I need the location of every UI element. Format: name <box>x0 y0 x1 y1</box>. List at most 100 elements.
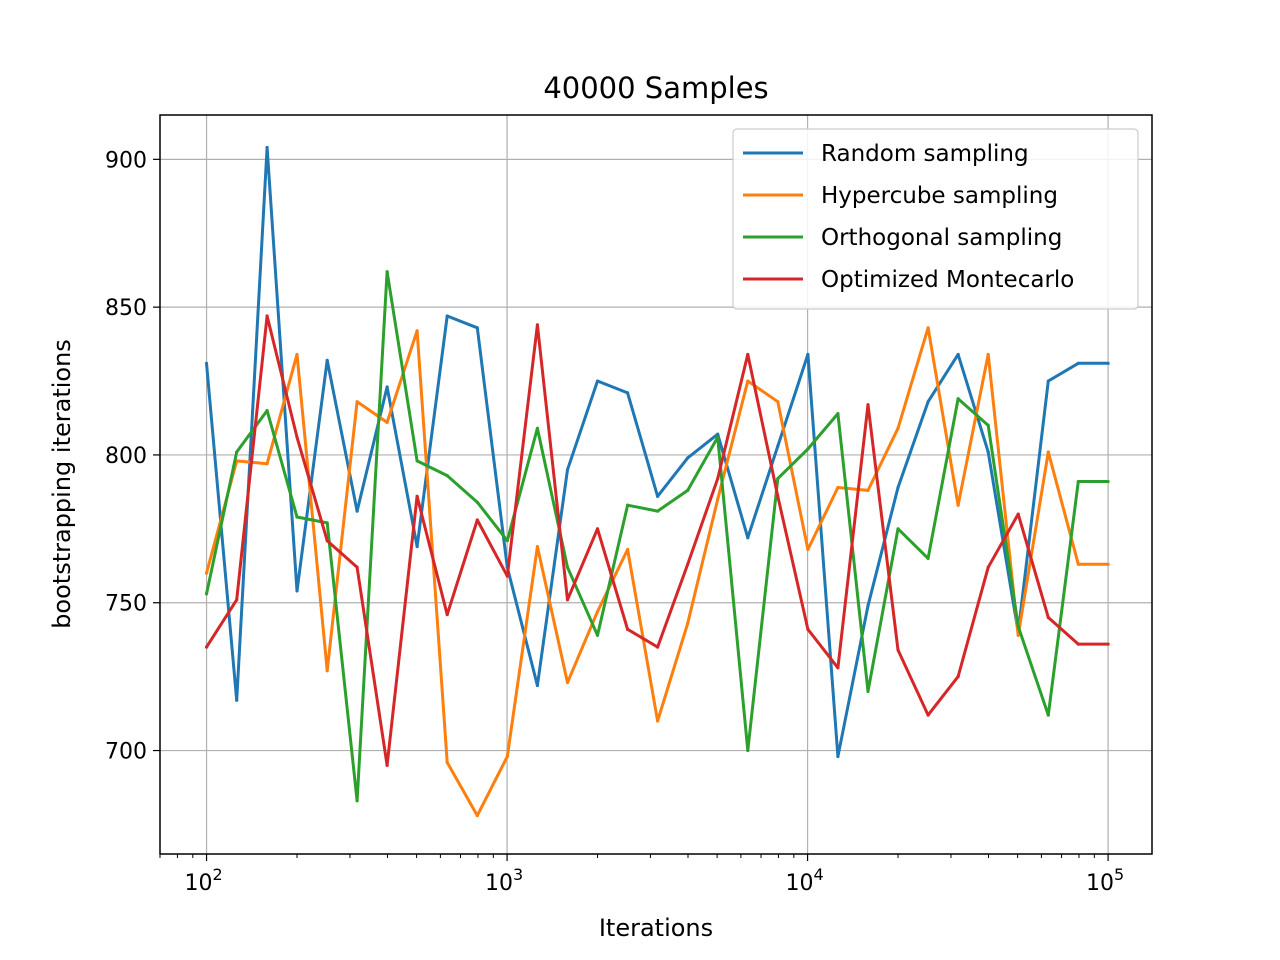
data-point <box>204 571 209 575</box>
data-point <box>926 326 930 330</box>
y-tick-label: 800 <box>105 444 147 469</box>
data-point <box>686 562 690 566</box>
data-point <box>265 462 269 466</box>
data-point <box>656 719 660 723</box>
data-point <box>204 592 209 596</box>
x-axis-label: Iterations <box>599 914 713 942</box>
data-point <box>595 379 600 383</box>
data-point <box>836 485 840 490</box>
data-point <box>986 450 990 454</box>
data-point <box>475 500 479 504</box>
data-point <box>235 450 239 454</box>
data-point <box>325 539 329 543</box>
data-point <box>716 476 720 481</box>
data-point <box>926 400 930 404</box>
data-point <box>505 574 509 578</box>
x-tick-label: 105 <box>1086 865 1124 896</box>
data-point <box>355 799 359 803</box>
data-point <box>385 763 389 767</box>
plot-frame <box>159 114 1153 855</box>
data-point <box>956 675 960 679</box>
data-point <box>866 689 870 694</box>
data-point <box>445 612 449 617</box>
data-point <box>325 669 329 673</box>
data-point <box>836 411 840 416</box>
data-point <box>445 760 449 764</box>
legend-label: Optimized Montecarlo <box>821 267 1074 293</box>
data-point <box>1016 633 1020 637</box>
data-point <box>235 598 239 602</box>
data-point <box>836 666 840 670</box>
data-point <box>896 426 900 430</box>
data-point <box>385 270 389 274</box>
data-point <box>325 521 329 525</box>
data-point <box>475 813 479 818</box>
data-point <box>716 497 720 501</box>
data-point <box>1076 361 1080 365</box>
data-point <box>806 547 810 552</box>
data-point <box>656 509 660 513</box>
x-tick-label: 102 <box>184 865 222 896</box>
data-point <box>686 621 690 626</box>
data-point <box>956 503 960 507</box>
legend-label: Orthogonal sampling <box>821 225 1062 251</box>
data-point <box>565 680 570 685</box>
data-point <box>716 432 720 436</box>
x-tick-label: 104 <box>785 865 823 896</box>
series-lines <box>204 145 1110 818</box>
y-axis-label: bootstrapping iterations <box>48 339 76 629</box>
data-point <box>776 444 780 448</box>
data-point <box>866 403 870 407</box>
data-point <box>415 494 419 498</box>
data-point <box>896 527 900 531</box>
legend-label: Random sampling <box>821 141 1029 167</box>
legend-box <box>732 128 1139 310</box>
data-point <box>475 518 479 522</box>
data-point <box>535 323 540 327</box>
y-tick-label: 850 <box>105 296 147 321</box>
data-point <box>806 352 810 357</box>
data-point <box>776 400 780 404</box>
data-point <box>926 556 930 561</box>
data-point <box>806 447 810 451</box>
legend-label: Hypercube sampling <box>821 183 1058 209</box>
data-point <box>565 598 570 602</box>
data-point <box>656 494 660 498</box>
data-point <box>625 547 630 552</box>
data-point <box>1106 562 1110 566</box>
chart-title: 40000 Samples <box>543 71 768 105</box>
data-point <box>355 400 359 404</box>
data-point <box>445 474 449 478</box>
data-point <box>535 544 540 549</box>
data-point <box>866 604 870 608</box>
data-point <box>295 515 299 519</box>
data-point <box>535 683 540 688</box>
data-point <box>986 423 990 427</box>
data-point <box>355 509 359 513</box>
data-point <box>415 544 419 549</box>
data-point <box>505 754 509 759</box>
data-point <box>385 385 389 389</box>
data-point <box>806 627 810 631</box>
data-point <box>265 409 269 413</box>
data-point <box>776 476 780 481</box>
data-point <box>595 527 600 531</box>
data-point <box>415 329 419 333</box>
data-point <box>926 713 930 717</box>
y-tick-label: 700 <box>105 740 147 765</box>
data-point <box>595 633 600 637</box>
data-point <box>625 627 630 631</box>
data-point <box>475 326 479 330</box>
data-point <box>235 698 239 702</box>
data-point <box>385 420 389 425</box>
data-point <box>746 748 750 753</box>
data-point <box>1046 713 1050 717</box>
data-point <box>1076 479 1080 484</box>
data-point <box>776 494 780 498</box>
data-point <box>896 648 900 652</box>
data-point <box>746 352 750 357</box>
data-point <box>686 456 690 460</box>
data-point <box>445 314 449 318</box>
data-point <box>204 645 209 649</box>
